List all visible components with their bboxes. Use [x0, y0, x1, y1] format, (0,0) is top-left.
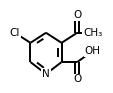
Text: O: O — [72, 74, 81, 84]
Text: Cl: Cl — [10, 28, 20, 38]
Text: CH₃: CH₃ — [82, 28, 101, 38]
Text: N: N — [42, 69, 49, 79]
Text: O: O — [72, 10, 81, 20]
Text: OH: OH — [84, 46, 100, 56]
